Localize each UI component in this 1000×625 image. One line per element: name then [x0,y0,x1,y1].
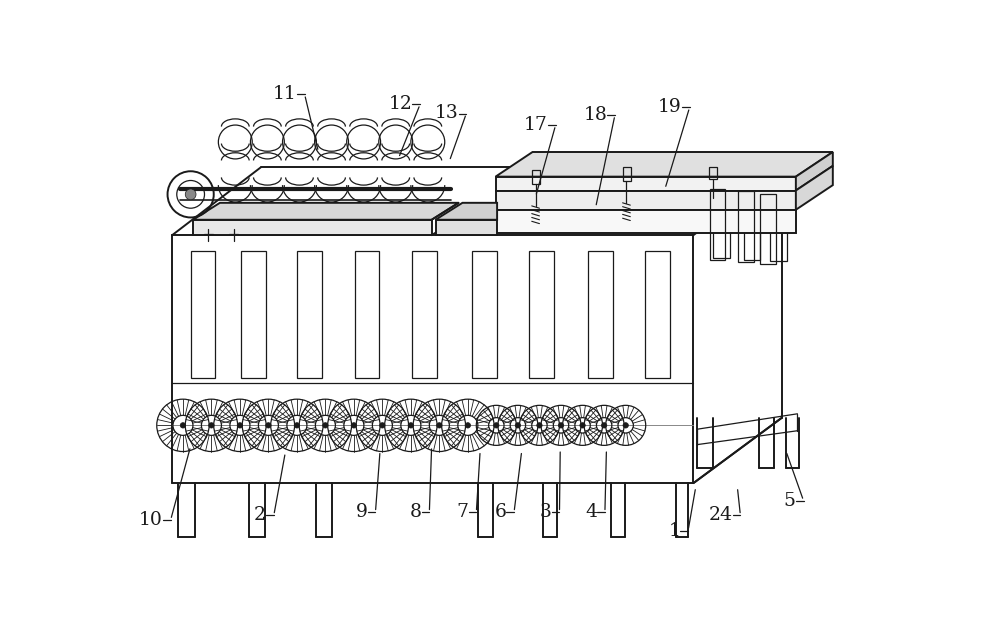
Bar [588,251,613,378]
Circle shape [209,422,214,428]
Bar [738,191,754,262]
Bar [496,210,796,233]
Circle shape [294,422,300,428]
Bar [645,251,670,378]
Bar [496,191,796,210]
Text: 13: 13 [435,104,459,122]
Text: 9: 9 [356,503,368,521]
Bar [191,251,215,378]
Circle shape [323,422,328,428]
Bar [297,251,322,378]
Bar [710,189,725,260]
Bar [529,251,554,378]
Circle shape [380,422,385,428]
Circle shape [537,422,542,428]
Text: 4: 4 [585,503,597,521]
Circle shape [601,422,607,428]
Bar [709,168,717,179]
Circle shape [185,189,196,200]
Polygon shape [796,166,833,210]
Circle shape [494,422,499,428]
Text: 10: 10 [139,511,163,529]
Text: 18: 18 [583,106,607,124]
Circle shape [437,422,442,428]
Bar [760,194,776,264]
Text: 11: 11 [273,85,297,103]
Text: 17: 17 [524,116,548,134]
Bar [436,220,497,235]
Polygon shape [193,203,459,220]
Circle shape [351,422,357,428]
Polygon shape [796,152,833,191]
Text: 5: 5 [784,492,796,510]
Text: 19: 19 [658,98,682,116]
Text: 24: 24 [709,506,733,524]
Text: 1: 1 [668,522,680,540]
Circle shape [237,422,243,428]
Bar [623,168,631,181]
Text: 12: 12 [389,95,412,113]
Circle shape [623,422,628,428]
Text: 8: 8 [410,503,422,521]
Bar [241,251,266,378]
Polygon shape [496,152,833,177]
Circle shape [515,422,521,428]
Text: 3: 3 [540,503,552,521]
Bar [472,251,497,378]
Circle shape [180,422,186,428]
Polygon shape [436,203,497,220]
Text: 7: 7 [457,503,469,521]
Text: 2: 2 [254,506,266,524]
Circle shape [558,422,564,428]
Circle shape [580,422,585,428]
Bar [412,251,437,378]
Circle shape [465,422,471,428]
Bar [355,251,379,378]
Bar [193,220,432,235]
Circle shape [408,422,414,428]
Bar [532,171,540,184]
Text: 6: 6 [494,503,506,521]
Bar [496,177,796,191]
Circle shape [266,422,271,428]
